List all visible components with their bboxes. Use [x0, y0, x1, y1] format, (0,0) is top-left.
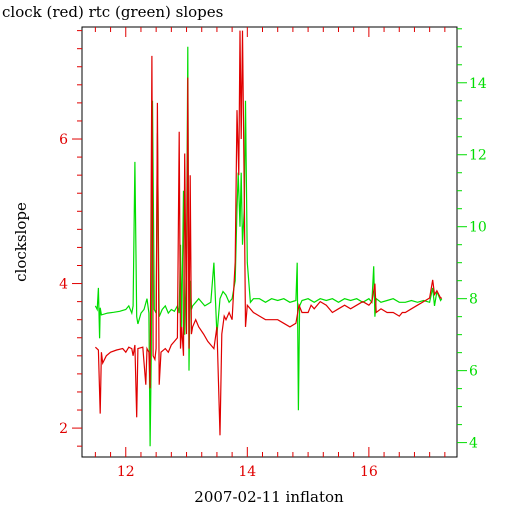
- axis-ticks: 12 14 16 2 4 6 4 6 8 10 12 14: [59, 27, 487, 480]
- y-axis-label: clockslope: [12, 202, 30, 282]
- y-right-tick-label: 4: [469, 436, 478, 452]
- chart-title: clock (red) rtc (green) slopes: [2, 3, 223, 21]
- series-line-clock: [94, 30, 442, 436]
- y-left-tick-label: 4: [59, 277, 68, 293]
- y-right-tick-label: 8: [469, 292, 478, 308]
- y-right-tick-label: 12: [469, 148, 487, 164]
- series-layer: [94, 30, 443, 447]
- x-tick-label: 14: [238, 464, 256, 480]
- y-left-tick-label: 6: [59, 132, 68, 148]
- x-tick-label: 12: [117, 464, 135, 480]
- plot-frame: [81, 26, 458, 458]
- y-left-tick-label: 2: [59, 421, 68, 437]
- y-right-tick-label: 6: [469, 364, 478, 380]
- series-line-rtc: [94, 46, 443, 447]
- x-axis-label: 2007-02-11 inflaton: [194, 488, 344, 506]
- x-tick-label: 16: [360, 464, 378, 480]
- y-right-tick-label: 14: [469, 76, 487, 92]
- y-right-tick-label: 10: [469, 220, 487, 236]
